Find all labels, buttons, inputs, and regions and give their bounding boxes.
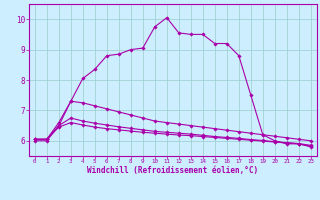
X-axis label: Windchill (Refroidissement éolien,°C): Windchill (Refroidissement éolien,°C)	[87, 166, 258, 175]
